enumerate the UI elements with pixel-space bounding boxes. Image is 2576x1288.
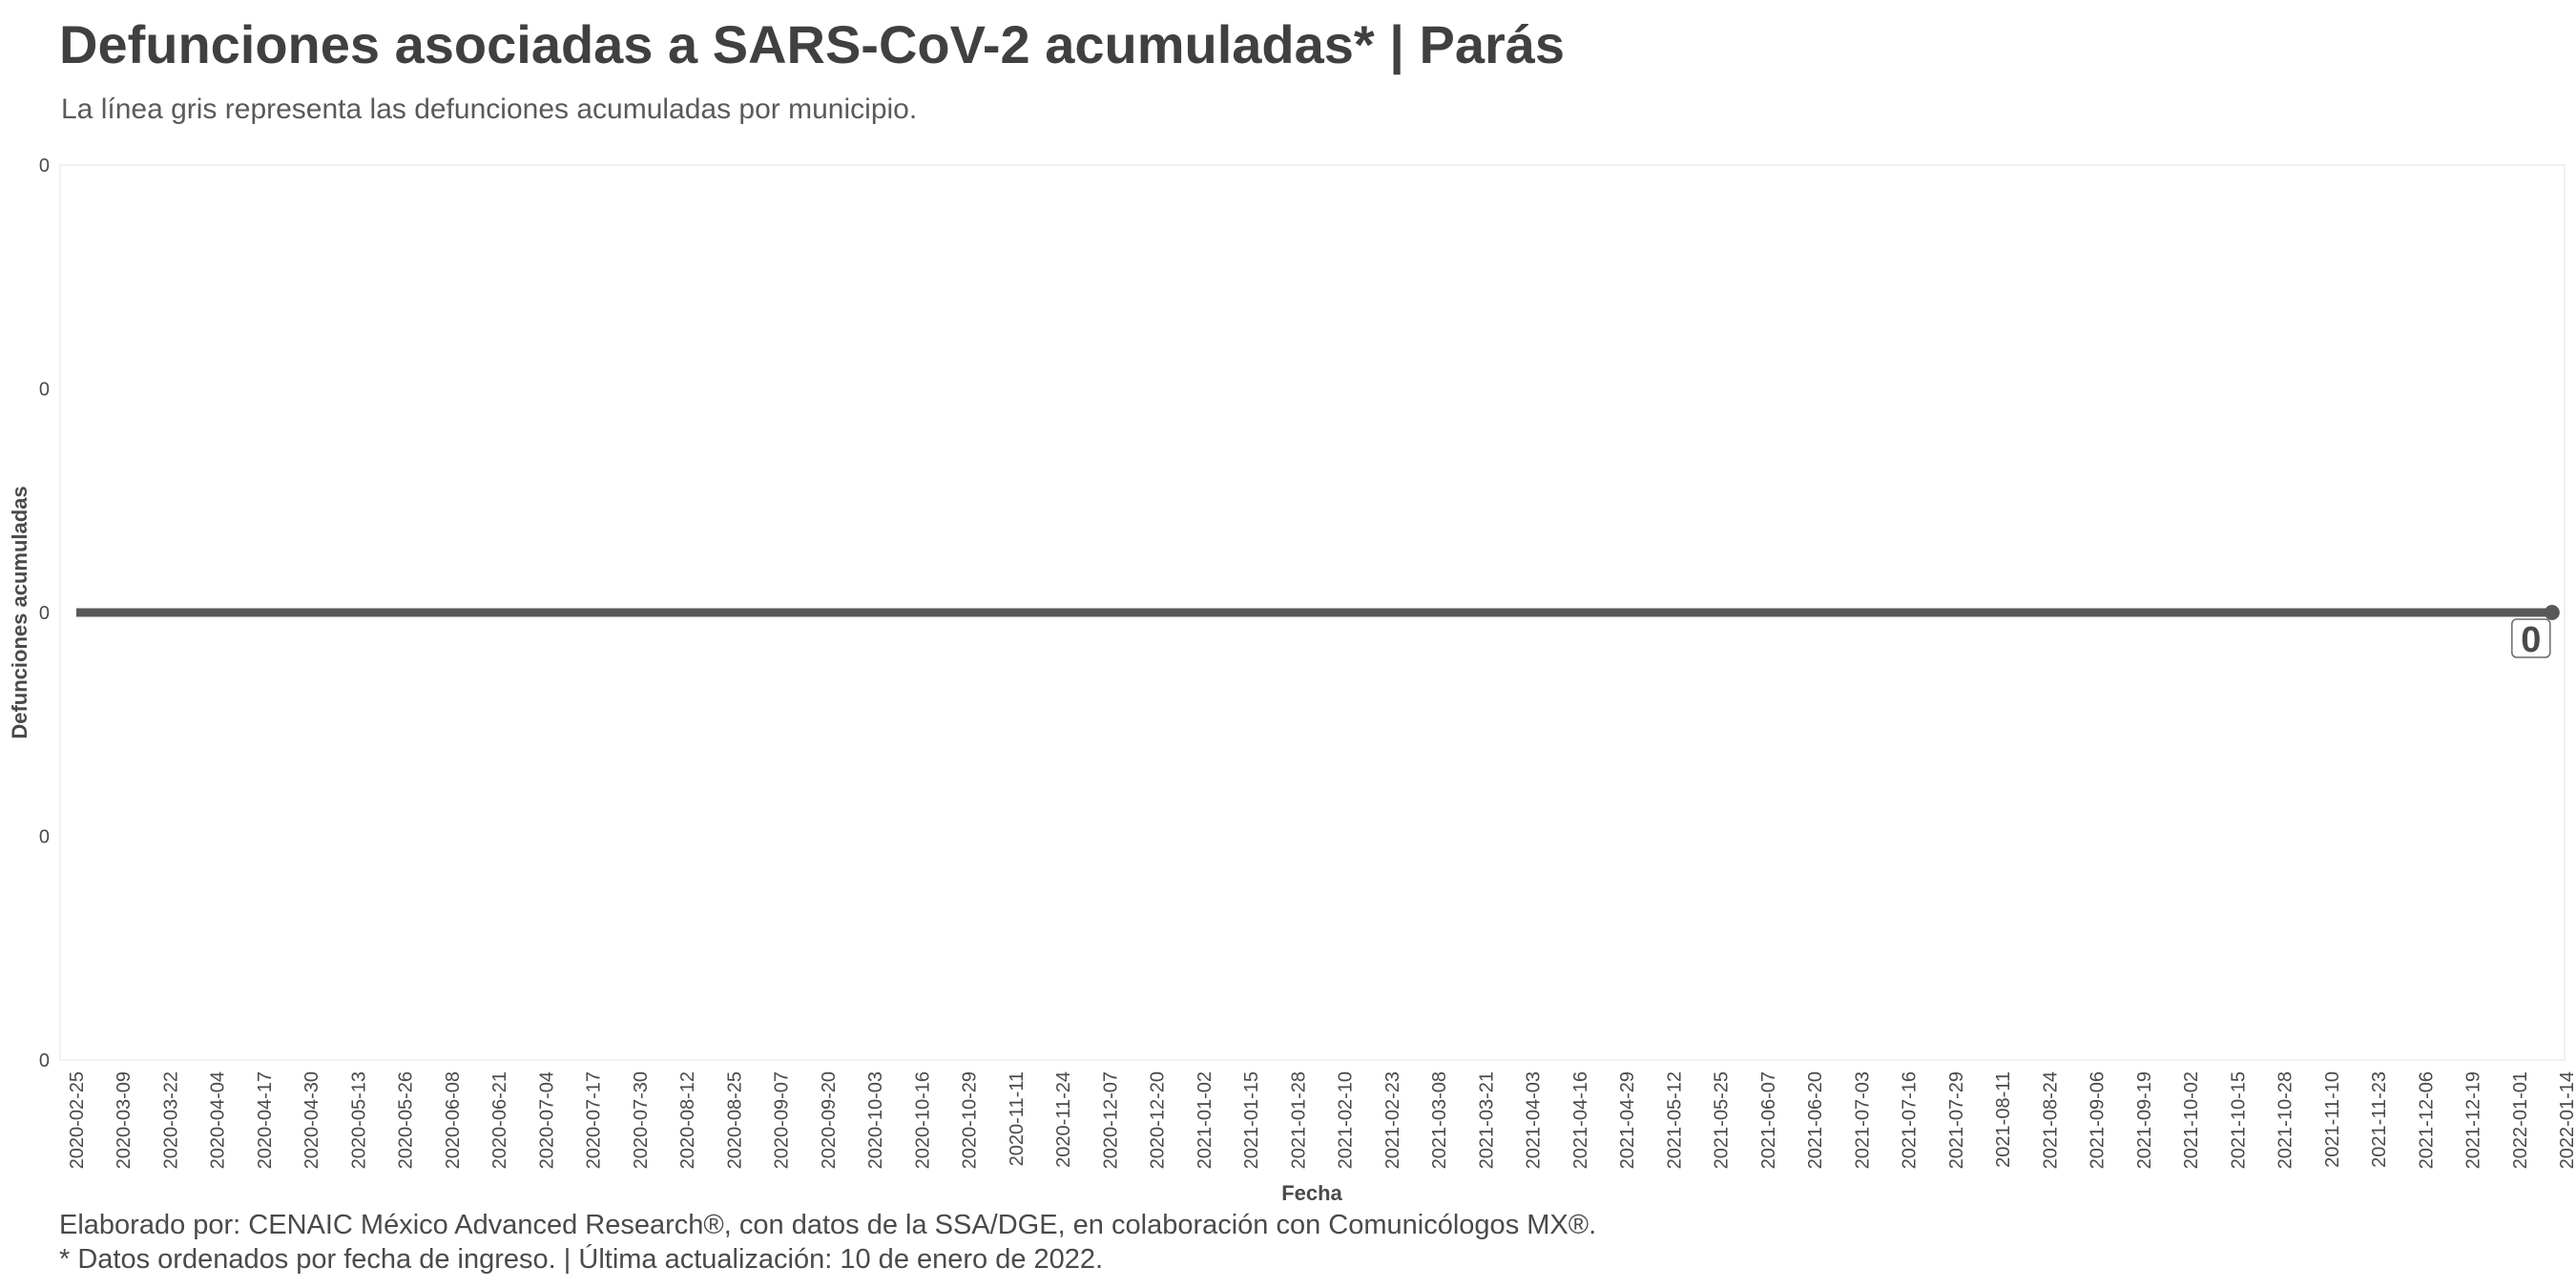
series-layer: 0 (76, 605, 2560, 660)
x-tick-label: 2020-04-30 (301, 1071, 322, 1169)
x-tick-label: 2021-01-15 (1241, 1071, 1262, 1169)
y-tick-label: 0 (39, 603, 50, 624)
x-tick-label: 2021-07-16 (1900, 1071, 1921, 1169)
x-tick-label: 2021-03-08 (1429, 1071, 1450, 1169)
x-tick-label: 2020-07-04 (536, 1071, 557, 1169)
x-tick-label: 2020-07-30 (631, 1071, 652, 1169)
x-tick-label: 2020-04-17 (255, 1071, 276, 1169)
x-tick-label: 2020-10-16 (912, 1071, 933, 1169)
x-tick-label: 2020-05-13 (348, 1071, 369, 1169)
x-tick-label: 2020-10-03 (865, 1071, 886, 1169)
chart-subtitle: La línea gris representa las defunciones… (61, 93, 918, 125)
x-tick-label: 2021-07-29 (1946, 1071, 1967, 1169)
x-tick-label: 2020-09-07 (772, 1071, 793, 1169)
x-axis: 2020-02-25 2020-03-09 2020-03-22 2020-04-04… (67, 1071, 2576, 1169)
x-tick-label: 2021-10-28 (2275, 1071, 2296, 1169)
y-tick-label: 0 (39, 156, 50, 177)
x-tick-label: 2020-04-04 (208, 1071, 229, 1169)
x-tick-label: 2022-01-01 (2510, 1071, 2531, 1169)
x-tick-label: 2021-04-03 (1524, 1071, 1545, 1169)
x-tick-label: 2021-08-24 (2040, 1071, 2061, 1169)
x-tick-label: 2021-12-06 (2416, 1071, 2437, 1169)
x-tick-label: 2020-03-22 (160, 1071, 181, 1169)
x-tick-label: 2021-10-02 (2181, 1071, 2202, 1169)
x-tick-label: 2021-10-15 (2228, 1071, 2249, 1169)
x-tick-label: 2020-06-21 (489, 1071, 510, 1169)
end-label-box (2511, 618, 2551, 658)
x-tick-label: 2021-11-10 (2322, 1071, 2343, 1168)
x-tick-label: 2021-05-25 (1712, 1071, 1733, 1169)
y-tick-label: 0 (39, 1050, 50, 1071)
x-tick-label: 2020-12-07 (1100, 1071, 1121, 1169)
x-tick-label: 2021-04-29 (1617, 1071, 1638, 1169)
x-tick-label: 2021-09-19 (2134, 1071, 2155, 1169)
x-tick-label: 2020-11-24 (1053, 1071, 1074, 1168)
x-tick-label: 2021-01-28 (1288, 1071, 1309, 1169)
x-tick-label: 2021-06-20 (1805, 1071, 1826, 1169)
end-value-label: 0 (2521, 620, 2541, 660)
x-axis-title: Fecha (1281, 1181, 1342, 1205)
y-tick-label: 0 (39, 827, 50, 848)
x-tick-label: 2020-08-12 (677, 1071, 698, 1169)
x-tick-label: 2020-11-11 (1007, 1071, 1028, 1166)
x-tick-label: 2020-12-20 (1148, 1071, 1169, 1169)
x-tick-label: 2021-04-16 (1570, 1071, 1591, 1169)
caption-source: Elaborado por: CENAIC México Advanced Re… (59, 1210, 1597, 1240)
x-tick-label: 2021-05-12 (1664, 1071, 1685, 1169)
x-tick-label: 2020-06-08 (443, 1071, 464, 1169)
x-tick-label: 2020-03-09 (114, 1071, 135, 1169)
y-tick-label: 0 (39, 380, 50, 401)
x-tick-label: 2020-05-26 (396, 1071, 417, 1169)
x-tick-label: 2022-01-14 (2557, 1071, 2576, 1169)
y-axis: 0 0 0 0 0 (39, 156, 50, 1071)
x-tick-label: 2020-07-17 (584, 1071, 605, 1169)
x-tick-label: 2021-01-02 (1195, 1071, 1215, 1169)
x-tick-label: 2020-09-20 (819, 1071, 840, 1169)
y-axis-title: Defunciones acumuladas (8, 486, 31, 738)
caption-note: * Datos ordenados por fecha de ingreso. … (59, 1244, 1104, 1275)
x-tick-label: 2021-02-23 (1382, 1071, 1403, 1169)
x-tick-label: 2020-08-25 (724, 1071, 745, 1169)
x-tick-label: 2021-06-07 (1758, 1071, 1779, 1169)
end-point-marker (2544, 605, 2560, 620)
x-tick-label: 2020-10-29 (960, 1071, 981, 1169)
chart-title: Defunciones asociadas a SARS-CoV-2 acumu… (59, 14, 1566, 74)
x-tick-label: 2021-11-23 (2369, 1071, 2390, 1168)
x-tick-label: 2020-02-25 (67, 1071, 88, 1169)
x-tick-label: 2021-12-19 (2463, 1071, 2484, 1169)
x-tick-label: 2021-09-06 (2088, 1071, 2109, 1169)
x-tick-label: 2021-02-10 (1336, 1071, 1357, 1169)
x-tick-label: 2021-07-03 (1852, 1071, 1873, 1169)
x-tick-label: 2021-03-21 (1476, 1071, 1497, 1169)
x-tick-label: 2021-08-11 (1993, 1071, 2014, 1168)
